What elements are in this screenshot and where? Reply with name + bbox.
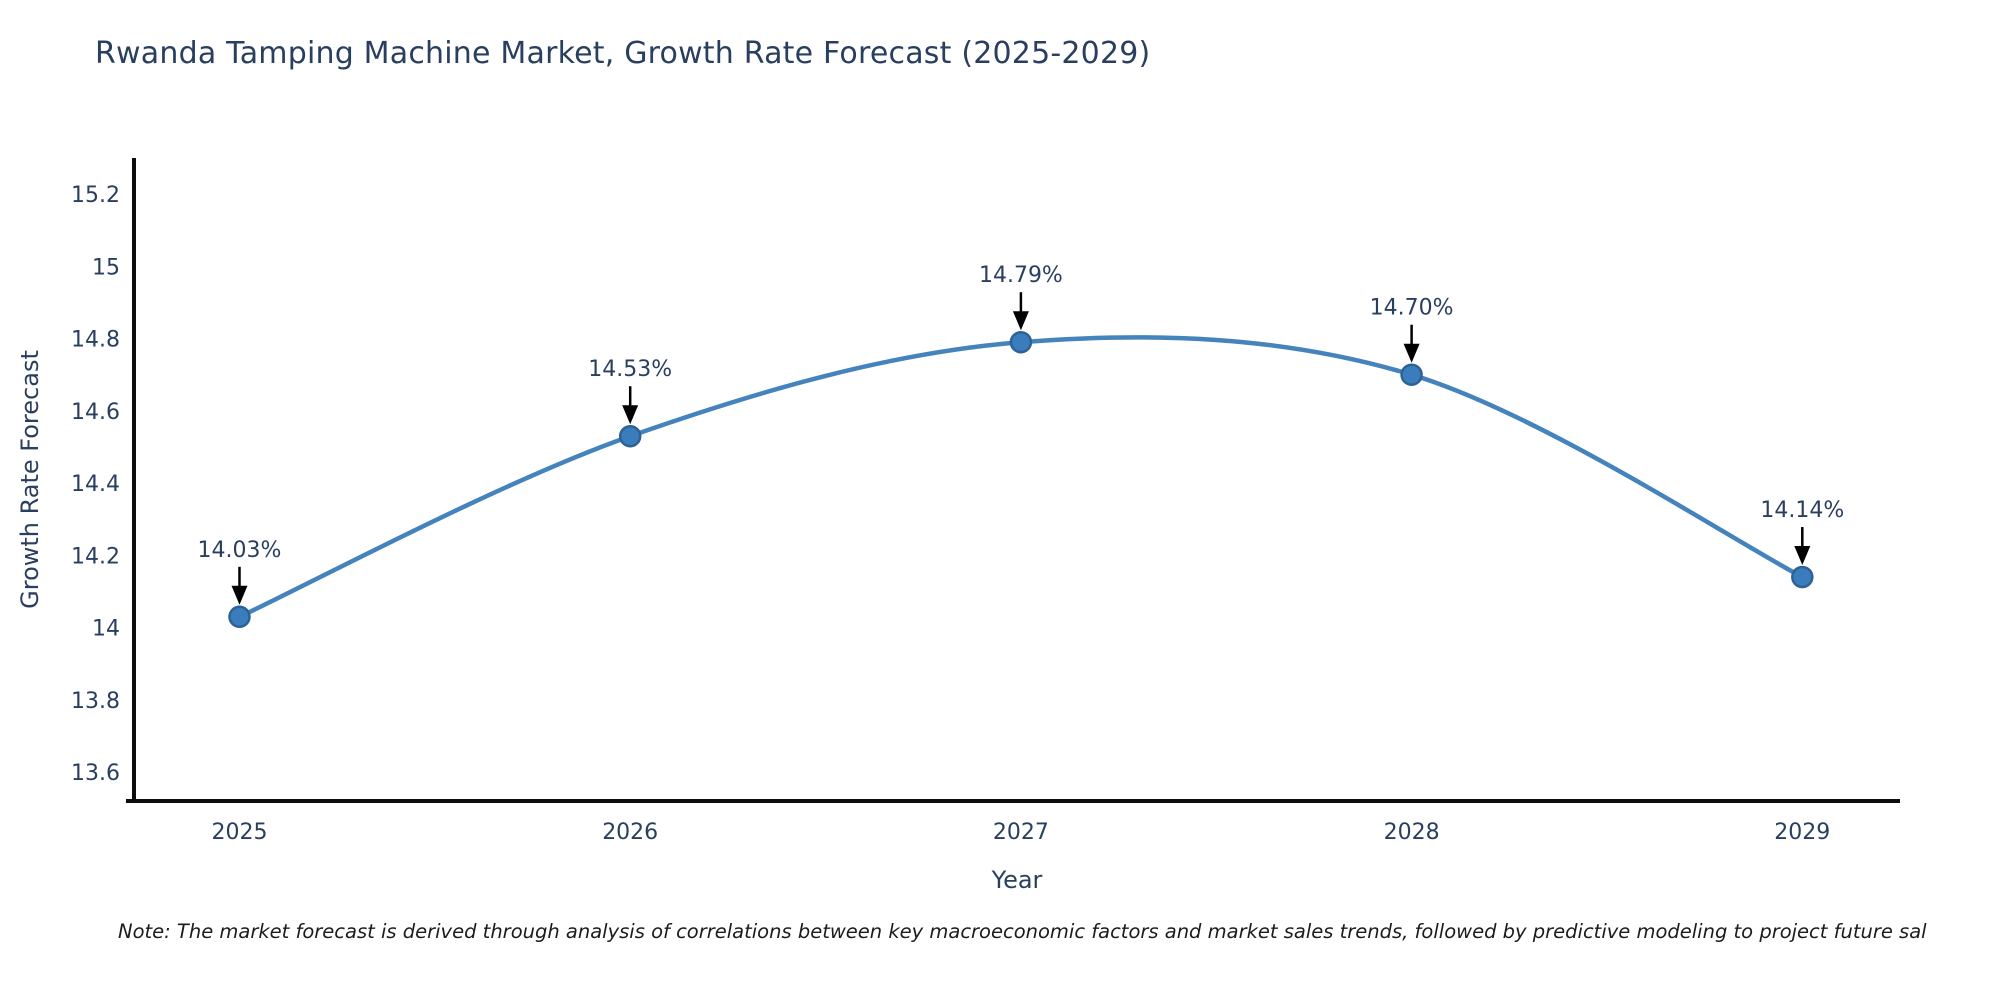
footnote: Note: The market forecast is derived thr… bbox=[118, 920, 1927, 943]
y-axis-title: Growth Rate Forecast bbox=[16, 350, 44, 609]
annotation-arrowhead bbox=[1403, 343, 1420, 363]
x-tick-label: 2026 bbox=[602, 820, 658, 845]
point-label: 14.70% bbox=[1370, 296, 1454, 321]
annotation-arrowhead bbox=[1794, 546, 1811, 565]
x-tick-label: 2025 bbox=[212, 820, 268, 845]
y-tick-label: 14.6 bbox=[71, 400, 120, 425]
annotation-arrowhead bbox=[622, 405, 639, 425]
x-tick-label: 2027 bbox=[993, 820, 1049, 845]
y-tick-label: 14.8 bbox=[71, 328, 120, 353]
x-tick-label: 2028 bbox=[1384, 820, 1440, 845]
x-axis-title: Year bbox=[991, 866, 1043, 894]
series-line bbox=[237, 335, 1805, 620]
y-tick-label: 15.2 bbox=[71, 183, 120, 208]
point-label: 14.03% bbox=[198, 538, 282, 563]
x-tick-label: 2029 bbox=[1774, 820, 1830, 845]
data-point-marker bbox=[1791, 565, 1814, 589]
y-tick-label: 14 bbox=[92, 617, 120, 642]
annotation-arrowhead bbox=[1012, 311, 1029, 331]
point-label: 14.79% bbox=[979, 263, 1063, 288]
annotation-arrowhead bbox=[231, 585, 248, 605]
data-point-marker bbox=[618, 424, 642, 448]
y-tick-label: 14.2 bbox=[71, 544, 120, 569]
point-label: 14.53% bbox=[588, 357, 672, 382]
y-tick-label: 13.8 bbox=[71, 689, 120, 714]
data-point-marker bbox=[1009, 330, 1033, 354]
y-tick-label: 15 bbox=[92, 255, 120, 280]
y-tick-label: 13.6 bbox=[71, 761, 120, 786]
point-label: 14.14% bbox=[1760, 498, 1844, 523]
data-point-marker bbox=[1400, 363, 1423, 386]
data-point-marker bbox=[228, 605, 251, 629]
y-tick-label: 14.4 bbox=[71, 472, 120, 497]
chart-title: Rwanda Tamping Machine Market, Growth Ra… bbox=[95, 36, 1151, 71]
